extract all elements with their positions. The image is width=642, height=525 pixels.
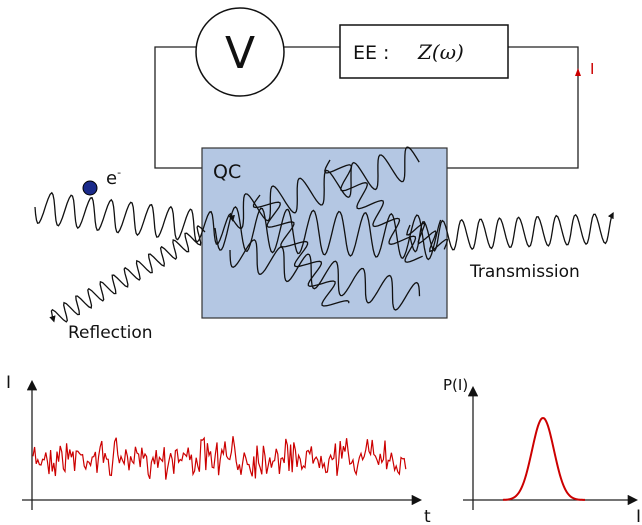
voltmeter-label: V xyxy=(225,28,255,79)
circuit-wire xyxy=(154,46,579,169)
voltmeter xyxy=(195,7,285,97)
trace-x-label: t xyxy=(424,507,431,525)
impedance-label: Z(ω) xyxy=(417,40,464,64)
distribution-curve xyxy=(502,416,585,501)
electron-wave xyxy=(229,146,420,229)
trace-y-label: I xyxy=(6,373,11,393)
impedance-prefix: EE : xyxy=(353,42,389,64)
dist-y-label: P(I) xyxy=(443,376,468,394)
electron-wave xyxy=(229,239,421,311)
electron-label: e- xyxy=(106,166,121,189)
electron-wave xyxy=(252,194,350,307)
electron-wave xyxy=(406,222,449,253)
electron-wave xyxy=(324,159,423,263)
electron-wave xyxy=(49,224,206,323)
electron-wave xyxy=(34,191,235,245)
reflection-label: Reflection xyxy=(68,323,153,343)
electron-wave xyxy=(409,211,614,253)
current-trace xyxy=(32,436,407,480)
impedance-box xyxy=(339,24,509,79)
electron-charge: - xyxy=(117,166,121,179)
current-arrow xyxy=(575,68,581,76)
electron-wave xyxy=(214,206,442,261)
current-label: I xyxy=(590,60,594,78)
transmission-label: Transmission xyxy=(469,262,580,282)
dist-x-label: I xyxy=(636,507,641,525)
electron xyxy=(82,180,98,196)
electron-symbol: e xyxy=(106,168,117,189)
qc-label: QC xyxy=(213,161,241,183)
waves xyxy=(34,146,614,323)
